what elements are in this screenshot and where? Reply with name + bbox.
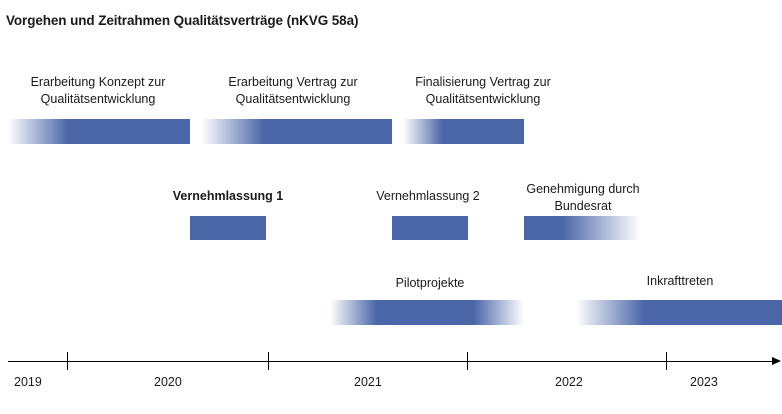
phase-label-finalisierung-line1: Finalisierung Vertrag zur (415, 75, 551, 89)
year-tick (67, 352, 68, 370)
year-tick (467, 352, 468, 370)
phase-bar-genehmigung (524, 216, 640, 240)
phase-label-vertrag: Erarbeitung Vertrag zur Qualitätsentwick… (212, 74, 374, 108)
phase-bar-konzept (8, 119, 190, 144)
year-label-2019: 2019 (14, 375, 42, 389)
time-axis-arrow-icon (772, 357, 781, 365)
phase-label-genehmigung: Genehmigung durch Bundesrat (512, 181, 654, 215)
phase-bar-vernehmlassung2 (392, 216, 468, 240)
phase-label-vertrag-line1: Erarbeitung Vertrag zur (228, 75, 358, 89)
phase-label-inkrafttreten: Inkrafttreten (646, 274, 714, 288)
phase-bar-inkrafttreten (576, 300, 782, 325)
year-label-2023: 2023 (690, 375, 718, 389)
phase-label-vernehmlassung1: Vernehmlassung 1 (172, 189, 284, 203)
phase-bar-vertrag (201, 119, 392, 144)
phase-label-vertrag-line2: Qualitätsentwicklung (235, 92, 351, 106)
phase-label-vernehmlassung2: Vernehmlassung 2 (376, 189, 480, 203)
phase-label-konzept: Erarbeitung Konzept zur Qualitätsentwick… (18, 74, 178, 108)
phase-label-finalisierung-line2: Qualitätsentwicklung (425, 92, 541, 106)
phase-label-konzept-line1: Erarbeitung Konzept zur (30, 75, 166, 89)
year-tick (268, 352, 269, 370)
year-label-2022: 2022 (555, 375, 583, 389)
diagram-title: Vorgehen und Zeitrahmen Qualitätsverträg… (6, 13, 359, 28)
time-axis (8, 361, 774, 362)
phase-label-finalisierung: Finalisierung Vertrag zur Qualitätsentwi… (400, 74, 566, 108)
phase-bar-finalisierung (403, 119, 524, 144)
phase-label-genehmigung-line1: Genehmigung durch (526, 182, 640, 196)
phase-label-genehmigung-line2: Bundesrat (554, 199, 612, 213)
year-label-2020: 2020 (154, 375, 182, 389)
phase-bar-vernehmlassung1 (190, 216, 266, 240)
phase-label-konzept-line2: Qualitätsentwicklung (40, 92, 156, 106)
year-tick (666, 352, 667, 370)
year-label-2021: 2021 (354, 375, 382, 389)
phase-label-pilotprojekte: Pilotprojekte (395, 276, 465, 290)
phase-bar-pilotprojekte (330, 300, 524, 325)
